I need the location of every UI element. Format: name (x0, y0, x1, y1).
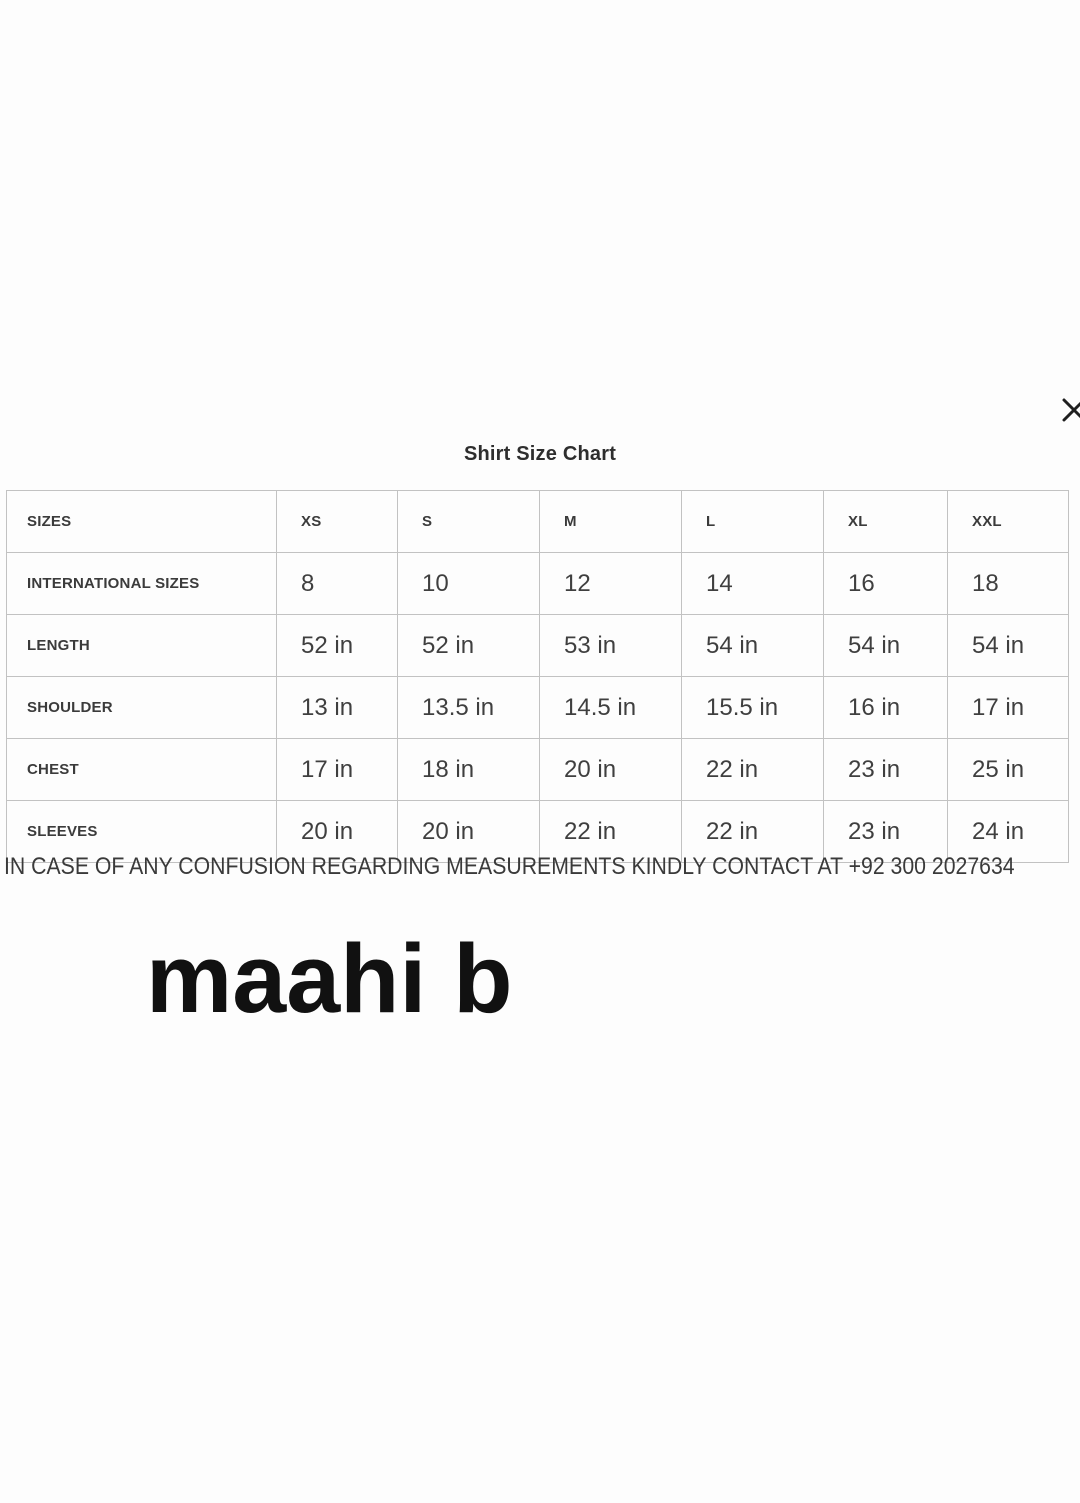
contact-note: IN CASE OF ANY CONFUSION REGARDING MEASU… (4, 853, 1015, 880)
size-value: 18 in (397, 738, 540, 801)
size-value: 10 (397, 552, 540, 615)
brand-name: maahi b (146, 924, 513, 1033)
close-icon (1062, 398, 1080, 422)
size-value: 18 (947, 552, 1069, 615)
size-value: 22 in (681, 800, 824, 863)
size-value: 17 in (276, 738, 398, 801)
size-value: 52 in (397, 614, 540, 677)
page-title: Shirt Size Chart (463, 443, 617, 465)
row-label: SLEEVES (6, 800, 277, 863)
table-row-international-sizes: INTERNATIONAL SIZES 8 10 12 14 16 18 (6, 552, 1069, 615)
table-row-length: LENGTH 52 in 52 in 53 in 54 in 54 in 54 … (6, 614, 1069, 677)
column-header-m: M (539, 490, 682, 553)
row-label: LENGTH (6, 614, 277, 677)
column-header-l: L (681, 490, 824, 553)
row-label: SHOULDER (6, 676, 277, 739)
size-value: 54 in (823, 614, 948, 677)
column-header-xl: XL (823, 490, 948, 553)
column-header-s: S (397, 490, 540, 553)
size-value: 22 in (539, 800, 682, 863)
size-value: 16 (823, 552, 948, 615)
size-value: 14.5 in (539, 676, 682, 739)
close-button[interactable] (1059, 395, 1080, 429)
size-value: 20 in (539, 738, 682, 801)
size-value: 25 in (947, 738, 1069, 801)
column-header-xs: XS (276, 490, 398, 553)
size-value: 13 in (276, 676, 398, 739)
size-value: 54 in (681, 614, 824, 677)
row-label: INTERNATIONAL SIZES (6, 552, 277, 615)
size-value: 14 (681, 552, 824, 615)
size-value: 53 in (539, 614, 682, 677)
table-row-sleeves: SLEEVES 20 in 20 in 22 in 22 in 23 in 24… (6, 800, 1069, 863)
table-row-chest: CHEST 17 in 18 in 20 in 22 in 23 in 25 i… (6, 738, 1069, 801)
size-value: 16 in (823, 676, 948, 739)
size-value: 52 in (276, 614, 398, 677)
size-value: 24 in (947, 800, 1069, 863)
size-value: 54 in (947, 614, 1069, 677)
row-label: CHEST (6, 738, 277, 801)
size-value: 15.5 in (681, 676, 824, 739)
size-value: 23 in (823, 800, 948, 863)
table-header-row: SIZES XS S M L XL XXL (6, 490, 1069, 553)
size-value: 23 in (823, 738, 948, 801)
size-chart-table: SIZES XS S M L XL XXL INTERNATIONAL SIZE… (6, 490, 1069, 863)
size-value: 22 in (681, 738, 824, 801)
size-value: 8 (276, 552, 398, 615)
column-header-xxl: XXL (947, 490, 1069, 553)
table-row-shoulder: SHOULDER 13 in 13.5 in 14.5 in 15.5 in 1… (6, 676, 1069, 739)
column-header-sizes: SIZES (6, 490, 277, 553)
size-value: 13.5 in (397, 676, 540, 739)
size-value: 17 in (947, 676, 1069, 739)
size-value: 12 (539, 552, 682, 615)
